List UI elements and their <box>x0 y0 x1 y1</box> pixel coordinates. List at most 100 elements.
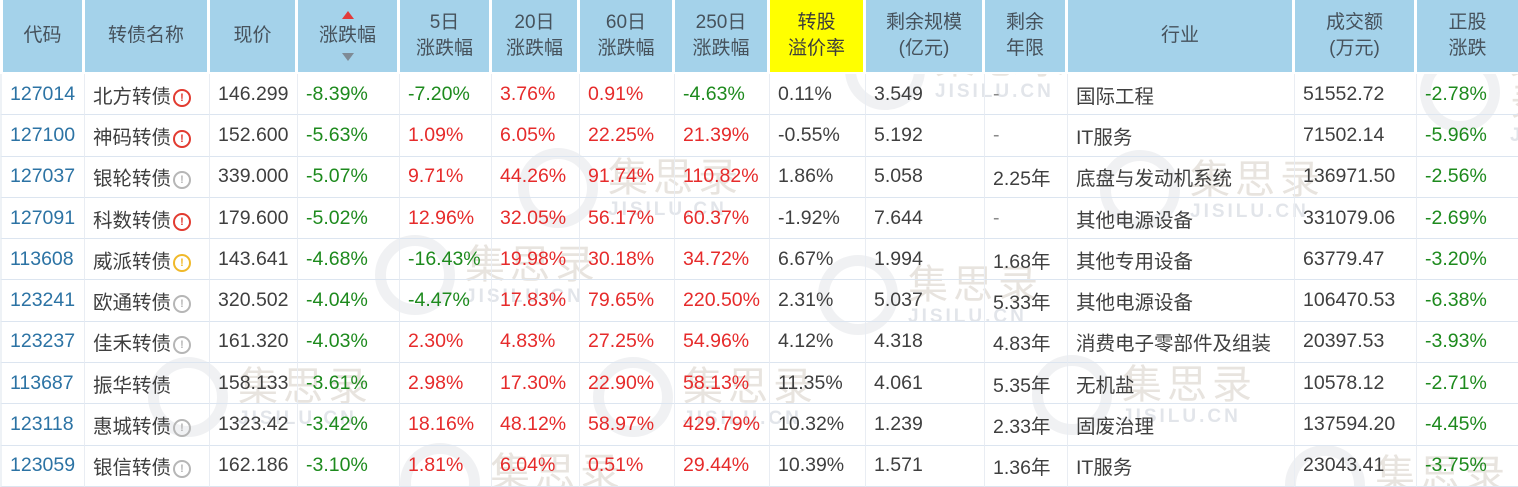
cell-chg60: 56.17% <box>580 197 675 240</box>
cell-chg250: 110.82% <box>675 156 770 198</box>
bond-name-link[interactable]: 银轮转债 <box>93 168 172 191</box>
bond-code-link[interactable]: 127014 <box>0 74 85 116</box>
bond-code-link[interactable]: 113608 <box>0 239 85 281</box>
cell-chg5: -7.20% <box>400 74 492 116</box>
cell-industry: 无机盐 <box>1068 363 1295 405</box>
col-header-chg20[interactable]: 20日 涨跌幅 <box>492 0 580 74</box>
cell-years: 1.36年 <box>985 445 1068 487</box>
cell-industry: 其他电源设备 <box>1068 197 1295 240</box>
bond-name-link[interactable]: 北方转债 <box>93 85 172 108</box>
bond-name-link[interactable]: 振华转债 <box>93 374 172 397</box>
warning-icon[interactable]: ! <box>173 295 192 314</box>
cell-chg20: 6.04% <box>492 445 580 487</box>
col-header-size[interactable]: 剩余规模 (亿元) <box>866 0 985 74</box>
cell-stock: -5.96% <box>1417 115 1518 157</box>
cell-years: 4.83年 <box>985 321 1068 364</box>
cell-price: 339.000 <box>210 156 298 198</box>
col-header-label: 剩余规模 (亿元) <box>866 0 982 72</box>
col-header-label: 转股 溢价率 <box>770 0 863 72</box>
warning-icon[interactable]: ! <box>173 253 192 272</box>
col-header-years[interactable]: 剩余 年限 <box>985 0 1068 74</box>
cell-years: - <box>985 74 1068 116</box>
col-header-premium[interactable]: 转股 溢价率 <box>770 0 866 74</box>
warning-icon[interactable]: ! <box>173 171 192 190</box>
bond-code-link[interactable]: 127091 <box>0 197 85 240</box>
cell-industry: 消费电子零部件及组装 <box>1068 321 1295 364</box>
bond-name-link[interactable]: 惠城转债 <box>93 416 172 439</box>
warning-icon[interactable]: ! <box>173 460 192 479</box>
cell-price: 1323.42 <box>210 404 298 446</box>
cell-chg250: 220.50% <box>675 280 770 322</box>
cell-chg5: -16.43% <box>400 239 492 281</box>
bond-name-link[interactable]: 威派转债 <box>93 250 172 273</box>
cell-turnover: 51552.72 <box>1295 74 1417 116</box>
cell-years: - <box>985 115 1068 157</box>
sort-asc-icon <box>341 11 354 19</box>
bond-name-link[interactable]: 科数转债 <box>93 209 172 232</box>
cell-chg: -4.04% <box>298 280 400 322</box>
warning-icon[interactable]: ! <box>173 419 192 438</box>
cell-chg250: 21.39% <box>675 115 770 157</box>
cell-chg5: 12.96% <box>400 197 492 240</box>
col-header-chg[interactable]: 涨跌幅 <box>298 0 400 74</box>
cell-chg: -4.03% <box>298 321 400 364</box>
cell-chg60: 22.25% <box>580 115 675 157</box>
col-header-label: 涨跌幅 <box>298 0 397 72</box>
cell-stock: -4.45% <box>1417 404 1518 446</box>
bond-row: 127091 科数转债! 179.600 -5.02% 12.96% 32.05% 56.1… <box>0 197 1518 240</box>
bond-name-link[interactable]: 欧通转债 <box>93 292 172 315</box>
cell-years: 5.33年 <box>985 280 1068 322</box>
header-text-line: 成交额 <box>1325 12 1383 33</box>
col-header-price[interactable]: 现价 <box>210 0 298 74</box>
col-header-label: 20日 涨跌幅 <box>492 0 577 72</box>
cell-industry: IT服务 <box>1068 115 1295 157</box>
header-text-line: (万元) <box>1329 38 1380 59</box>
cell-price: 146.299 <box>210 74 298 116</box>
header-text-line: 年限 <box>1005 38 1044 59</box>
cell-price: 161.320 <box>210 321 298 364</box>
bond-code-link[interactable]: 127100 <box>0 115 85 157</box>
warning-icon[interactable]: ! <box>173 88 192 107</box>
col-header-chg60[interactable]: 60日 涨跌幅 <box>580 0 675 74</box>
cell-chg60: 91.74% <box>580 156 675 198</box>
col-header-code[interactable]: 代码 <box>0 0 85 74</box>
cell-premium: 0.11% <box>770 74 866 116</box>
cell-chg250: 429.79% <box>675 404 770 446</box>
warning-icon[interactable]: ! <box>173 212 192 231</box>
col-header-turnover[interactable]: 成交额 (万元) <box>1295 0 1417 74</box>
col-header-stock[interactable]: 正股 涨跌 <box>1417 0 1518 74</box>
cell-stock: -3.20% <box>1417 239 1518 281</box>
col-header-label: 正股 涨跌 <box>1417 0 1518 72</box>
warning-icon[interactable]: ! <box>173 129 192 148</box>
cell-premium: 2.31% <box>770 280 866 322</box>
bond-code-link[interactable]: 123241 <box>0 280 85 322</box>
cell-chg: -5.02% <box>298 197 400 240</box>
bond-code-link[interactable]: 123237 <box>0 321 85 364</box>
bond-code-link[interactable]: 127037 <box>0 156 85 198</box>
cell-premium: -1.92% <box>770 197 866 240</box>
cell-chg20: 32.05% <box>492 197 580 240</box>
bond-name-link[interactable]: 佳禾转债 <box>93 333 172 356</box>
bond-row: 127037 银轮转债! 339.000 -5.07% 9.71% 44.26% 91.74… <box>0 156 1518 198</box>
bond-name-cell: 银轮转债! <box>85 156 210 198</box>
header-text-line: 行业 <box>1160 25 1199 46</box>
cell-price: 152.600 <box>210 115 298 157</box>
bond-code-link[interactable]: 123118 <box>0 404 85 446</box>
bond-name-cell: 惠城转债! <box>85 404 210 446</box>
cell-size: 5.037 <box>866 280 985 322</box>
cell-industry: 其他电源设备 <box>1068 280 1295 322</box>
col-header-chg250[interactable]: 250日 涨跌幅 <box>675 0 770 74</box>
cell-chg250: -4.63% <box>675 74 770 116</box>
bond-code-link[interactable]: 123059 <box>0 445 85 487</box>
col-header-chg5[interactable]: 5日 涨跌幅 <box>400 0 492 74</box>
bond-code-link[interactable]: 113687 <box>0 363 85 405</box>
cell-years: 2.33年 <box>985 404 1068 446</box>
bond-name-link[interactable]: 神码转债 <box>93 126 172 149</box>
col-header-industry[interactable]: 行业 <box>1068 0 1295 74</box>
cell-chg20: 6.05% <box>492 115 580 157</box>
bond-name-link[interactable]: 银信转债 <box>93 457 172 480</box>
col-header-name[interactable]: 转债名称 <box>85 0 210 74</box>
cell-industry: 底盘与发动机系统 <box>1068 156 1295 198</box>
cell-chg250: 29.44% <box>675 445 770 487</box>
warning-icon[interactable]: ! <box>173 336 192 355</box>
